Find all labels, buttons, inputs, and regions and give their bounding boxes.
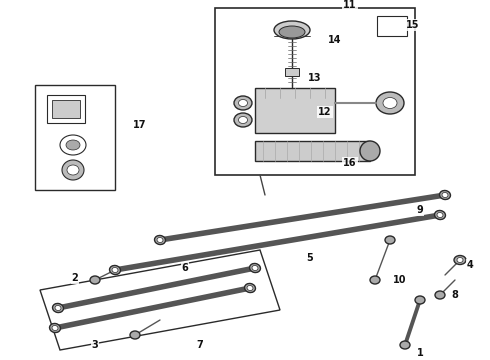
Text: 9: 9 — [416, 205, 423, 215]
Ellipse shape — [457, 257, 463, 262]
Text: 14: 14 — [328, 35, 342, 45]
Text: 5: 5 — [307, 253, 314, 263]
Ellipse shape — [279, 26, 305, 38]
Ellipse shape — [400, 341, 410, 349]
Ellipse shape — [130, 331, 140, 339]
Ellipse shape — [55, 306, 61, 311]
Bar — [255, 88, 335, 133]
Bar — [377, 16, 407, 36]
Ellipse shape — [435, 291, 445, 299]
Text: 13: 13 — [308, 73, 322, 83]
Bar — [215, 8, 415, 175]
Ellipse shape — [49, 323, 60, 333]
Ellipse shape — [440, 190, 450, 199]
Bar — [285, 68, 299, 76]
Text: 15: 15 — [406, 20, 420, 30]
Text: 2: 2 — [72, 273, 78, 283]
Text: 1: 1 — [416, 348, 423, 358]
Ellipse shape — [52, 325, 58, 330]
Ellipse shape — [234, 96, 252, 110]
Ellipse shape — [154, 235, 166, 244]
Text: 12: 12 — [318, 107, 332, 117]
Text: 11: 11 — [343, 0, 357, 10]
Ellipse shape — [112, 267, 118, 273]
Ellipse shape — [360, 141, 380, 161]
Bar — [255, 141, 370, 161]
Ellipse shape — [239, 99, 247, 107]
Ellipse shape — [66, 140, 80, 150]
Bar — [35, 85, 115, 190]
Text: 8: 8 — [452, 290, 459, 300]
Ellipse shape — [376, 92, 404, 114]
Bar — [52, 100, 80, 118]
Ellipse shape — [90, 276, 100, 284]
Ellipse shape — [62, 160, 84, 180]
Ellipse shape — [67, 165, 79, 175]
Ellipse shape — [435, 211, 445, 220]
Text: 17: 17 — [133, 120, 147, 130]
Ellipse shape — [52, 303, 64, 312]
Ellipse shape — [157, 238, 163, 243]
Ellipse shape — [454, 256, 466, 265]
Ellipse shape — [252, 265, 258, 270]
Ellipse shape — [110, 265, 121, 275]
Text: 10: 10 — [393, 275, 407, 285]
Text: 4: 4 — [466, 260, 473, 270]
Text: 3: 3 — [92, 340, 98, 350]
Ellipse shape — [239, 117, 247, 123]
Ellipse shape — [245, 283, 255, 293]
Text: 6: 6 — [182, 263, 188, 273]
Ellipse shape — [60, 135, 86, 155]
Ellipse shape — [249, 264, 261, 273]
Text: 16: 16 — [343, 158, 357, 168]
Ellipse shape — [415, 296, 425, 304]
Ellipse shape — [234, 113, 252, 127]
Ellipse shape — [442, 193, 448, 198]
Text: 7: 7 — [196, 340, 203, 350]
Ellipse shape — [437, 212, 443, 217]
Ellipse shape — [274, 21, 310, 39]
Bar — [47, 95, 85, 123]
Ellipse shape — [247, 285, 253, 291]
Ellipse shape — [385, 236, 395, 244]
Ellipse shape — [383, 98, 397, 108]
Ellipse shape — [370, 276, 380, 284]
